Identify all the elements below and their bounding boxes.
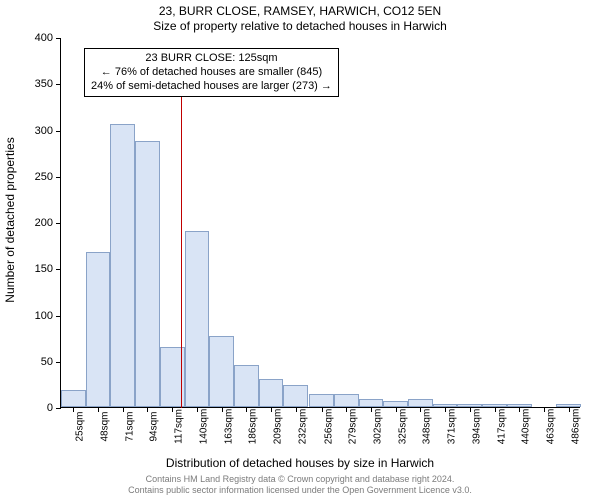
y-tick-label: 400 <box>35 32 53 44</box>
page-title-address: 23, BURR CLOSE, RAMSEY, HARWICH, CO12 5E… <box>0 4 600 18</box>
annotation-line: ← 76% of detached houses are smaller (84… <box>91 66 332 80</box>
histogram-bar <box>408 399 433 407</box>
page-subtitle: Size of property relative to detached ho… <box>0 19 600 33</box>
x-tick-label: 440sqm <box>507 409 532 445</box>
x-tick-label: 163sqm <box>209 409 234 445</box>
y-tick <box>56 131 61 132</box>
y-tick <box>56 408 61 409</box>
x-tick-label: 417sqm <box>482 409 507 445</box>
annotation-box: 23 BURR CLOSE: 125sqm← 76% of detached h… <box>84 48 339 97</box>
y-tick <box>56 316 61 317</box>
y-tick-label: 50 <box>41 356 53 368</box>
y-tick-label: 200 <box>35 217 53 229</box>
histogram-bar <box>359 399 384 407</box>
footer-line-2: Contains public sector information licen… <box>0 485 600 496</box>
y-tick-label: 300 <box>35 125 53 137</box>
x-tick-label: 48sqm <box>86 411 111 441</box>
x-tick-label: 463sqm <box>531 409 556 445</box>
x-tick-label: 140sqm <box>184 409 209 445</box>
x-tick-label: 371sqm <box>433 409 458 445</box>
histogram-bar <box>209 336 234 407</box>
footer-attribution: Contains HM Land Registry data © Crown c… <box>0 474 600 497</box>
y-tick-label: 150 <box>35 263 53 275</box>
histogram-bar <box>135 141 160 407</box>
x-tick-label: 486sqm <box>556 409 581 445</box>
y-tick <box>56 177 61 178</box>
x-tick-label: 71sqm <box>110 411 135 441</box>
annotation-line: 24% of semi-detached houses are larger (… <box>91 80 332 94</box>
x-tick-label: 279sqm <box>334 409 359 445</box>
histogram-bar <box>110 124 135 407</box>
x-tick-label: 94sqm <box>135 411 160 441</box>
histogram-bar <box>86 252 111 407</box>
histogram-bar <box>334 394 359 407</box>
y-tick <box>56 84 61 85</box>
histogram-bar <box>185 231 210 407</box>
y-tick <box>56 362 61 363</box>
y-tick <box>56 223 61 224</box>
y-axis-title: Number of detached properties <box>3 137 17 302</box>
x-tick-label: 232sqm <box>283 409 308 445</box>
marker-line <box>181 97 182 408</box>
x-tick-label: 117sqm <box>160 409 185 444</box>
histogram-bar <box>259 379 284 407</box>
x-tick-label: 256sqm <box>309 409 334 445</box>
x-tick-label: 348sqm <box>408 409 433 445</box>
y-tick-label: 100 <box>35 310 53 322</box>
x-tick-label: 394sqm <box>457 409 482 445</box>
x-axis-title: Distribution of detached houses by size … <box>0 456 600 470</box>
y-tick-label: 250 <box>35 171 53 183</box>
y-tick <box>56 269 61 270</box>
histogram-bar <box>283 385 308 407</box>
y-tick <box>56 38 61 39</box>
histogram-bar <box>61 390 86 407</box>
histogram-bar <box>309 394 334 407</box>
x-tick-label: 325sqm <box>383 409 408 445</box>
y-tick-label: 350 <box>35 78 53 90</box>
x-tick-label: 186sqm <box>234 409 259 445</box>
annotation-line: 23 BURR CLOSE: 125sqm <box>91 52 332 66</box>
plot-area: 05010015020025030035040025sqm48sqm71sqm9… <box>60 38 580 408</box>
histogram-chart: 05010015020025030035040025sqm48sqm71sqm9… <box>60 38 580 408</box>
footer-line-1: Contains HM Land Registry data © Crown c… <box>0 474 600 485</box>
histogram-bar <box>234 365 259 407</box>
y-tick-label: 0 <box>47 402 53 414</box>
x-tick-label: 25sqm <box>61 411 86 441</box>
x-tick-label: 209sqm <box>259 409 284 445</box>
x-tick-label: 302sqm <box>358 409 383 445</box>
